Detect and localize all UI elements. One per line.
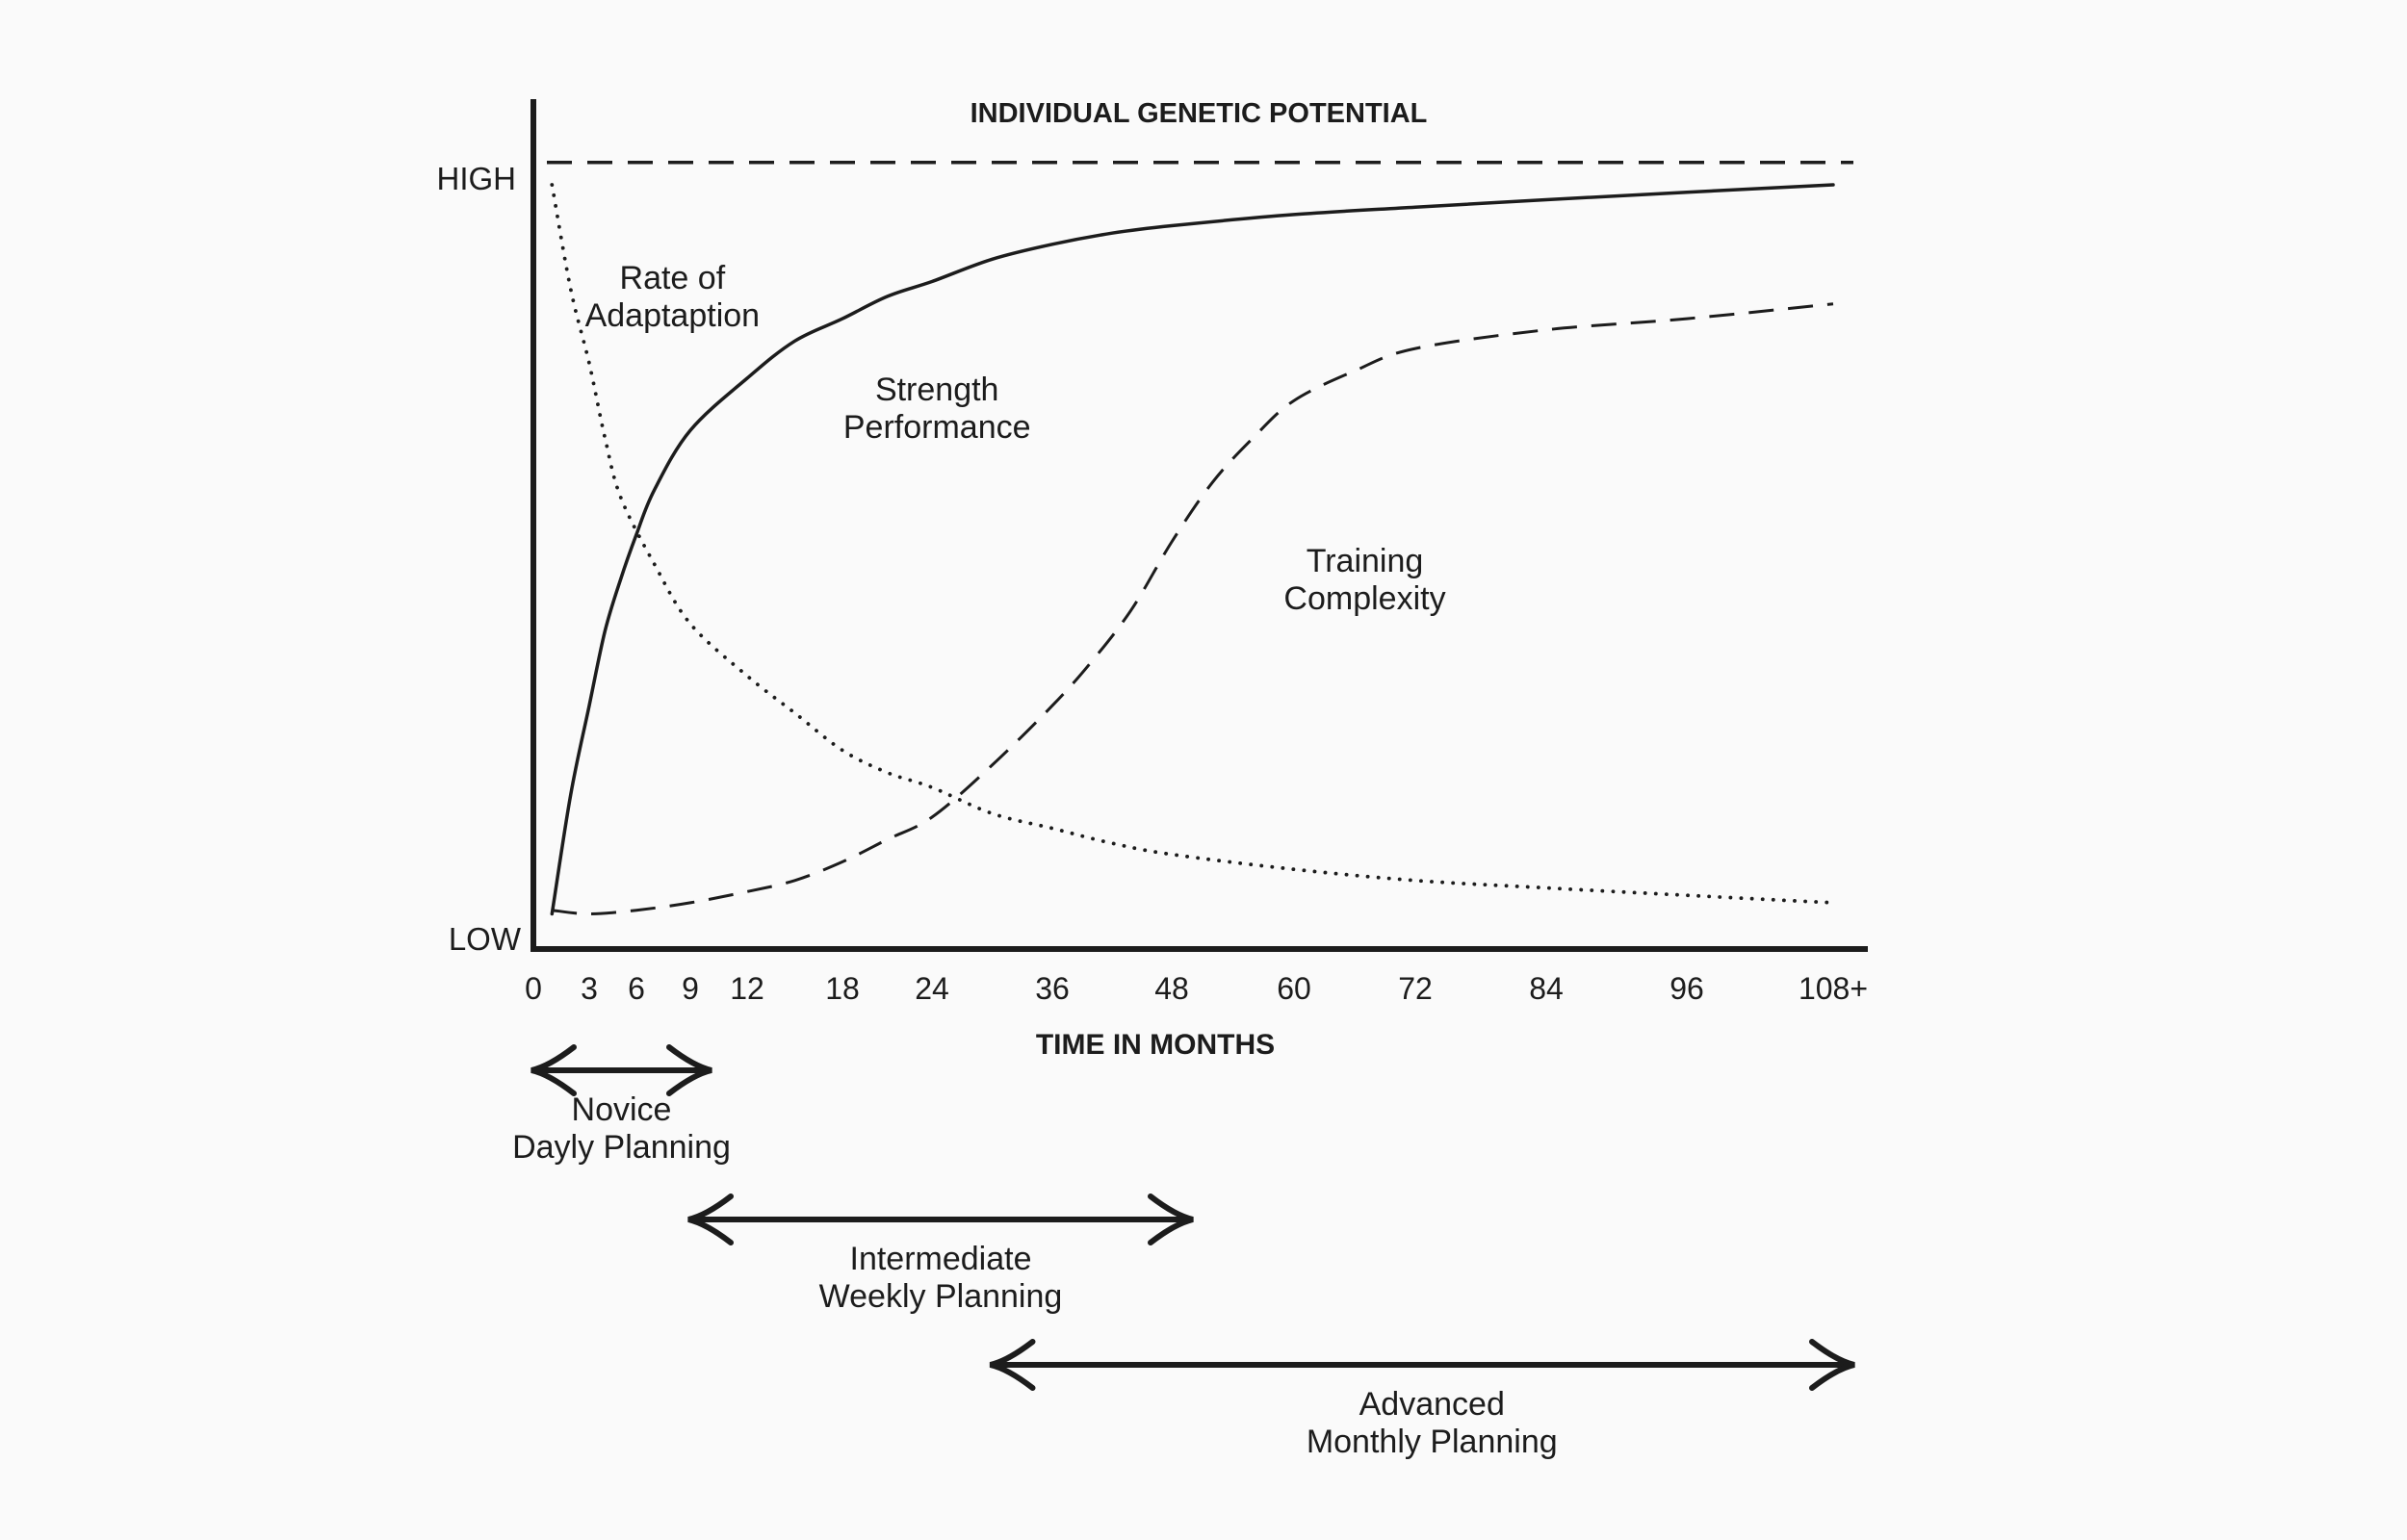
- x-tick-label: 3: [581, 971, 598, 1006]
- range-arrow-left-intermediate: [687, 1194, 734, 1245]
- x-tick-label: 48: [1154, 971, 1189, 1006]
- range-label-advanced: Monthly Planning: [1307, 1424, 1558, 1460]
- series-label-strength: Performance: [843, 409, 1031, 446]
- series-line-strength: [550, 183, 1835, 916]
- x-tick-label: 6: [628, 971, 645, 1006]
- chart-title: INDIVIDUAL GENETIC POTENTIAL: [971, 98, 1428, 129]
- x-tick-label: 84: [1529, 971, 1564, 1006]
- range-arrow-right-intermediate: [1148, 1194, 1194, 1245]
- x-tick-label: 36: [1035, 971, 1070, 1006]
- series-label-strength: Strength: [875, 372, 999, 408]
- x-tick-label: 18: [825, 971, 860, 1006]
- range-label-novice: Dayly Planning: [512, 1129, 731, 1166]
- x-tick-label: 60: [1277, 971, 1311, 1006]
- series-line-complexity: [552, 302, 1834, 915]
- x-tick-label: 9: [682, 971, 699, 1006]
- x-ticks: 0 3 6 9 12 18 24 36 48 60 72 84 96 108+: [525, 971, 1868, 1006]
- y-tick-low: LOW: [449, 921, 522, 957]
- series-line-rate: [550, 183, 1835, 905]
- x-tick-label: 72: [1398, 971, 1433, 1006]
- x-tick-label: 24: [915, 971, 949, 1006]
- range-arrow-left-advanced: [989, 1339, 1036, 1391]
- series-label-rate: Adaptaption: [585, 297, 761, 334]
- range-label-advanced: Advanced: [1359, 1386, 1505, 1423]
- x-tick-label: 0: [525, 971, 542, 1006]
- x-axis-label: TIME IN MONTHS: [1036, 1029, 1275, 1061]
- series-label-complexity: Training: [1307, 543, 1424, 579]
- range-arrow-left-novice: [531, 1044, 577, 1096]
- x-tick-label: 96: [1669, 971, 1704, 1006]
- series-label-complexity: Complexity: [1283, 580, 1445, 617]
- range-label-novice: Novice: [572, 1091, 672, 1128]
- x-tick-label: 12: [730, 971, 764, 1006]
- range-label-intermediate: Intermediate: [850, 1241, 1032, 1277]
- range-label-intermediate: Weekly Planning: [819, 1278, 1063, 1315]
- x-tick-label: 108+: [1799, 971, 1868, 1006]
- y-tick-high: HIGH: [437, 161, 517, 196]
- series-label-rate: Rate of: [620, 260, 726, 296]
- range-arrow-right-advanced: [1809, 1339, 1855, 1391]
- range-arrow-right-novice: [666, 1044, 712, 1096]
